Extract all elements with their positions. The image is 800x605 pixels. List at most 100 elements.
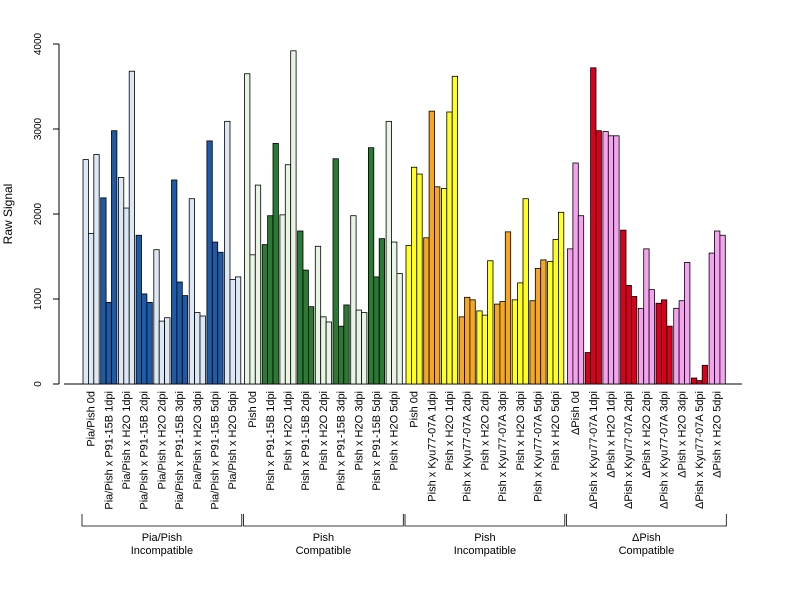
x-tick-label: ΔPish x Kyu77-07A 2dpi [623,391,635,509]
x-tick-label: Pish x P91-15B 3dpi [336,391,348,491]
bar [552,239,559,385]
bar [534,267,542,385]
bar [416,173,423,385]
bar [272,143,279,385]
bar [378,238,386,385]
x-tick-label: Pia/Pish x H2O 3dpi [192,391,204,489]
bar [440,188,448,385]
bar [199,315,206,385]
x-tick-label: Pish 0d [409,391,421,428]
x-tick-label: Pish 0d [247,391,259,428]
group-label-line2: Compatible [619,545,675,557]
bar [410,166,418,385]
bar [355,309,362,385]
x-tick-label: Pish x H2O 3dpi [515,391,527,470]
bar [673,307,680,385]
bar [254,184,262,385]
bar [396,273,403,385]
bar [625,284,632,385]
bar [648,289,655,385]
bar [314,245,322,385]
x-tick-label: Pia/Pish x P91-15B 3dpi [174,391,186,510]
bar [434,186,441,385]
bar [590,67,597,385]
bar [661,299,668,385]
bar [188,198,195,385]
bar [249,254,256,385]
bar [229,279,236,385]
bar [487,260,494,385]
x-tick-label: Pish x P91-15B 5dpi [371,391,383,491]
label-layer: Pia/Pish 0d Pia/Pish x P91-15B 1dpi Pia/Pi… [86,391,724,510]
bar [141,293,148,385]
bar [464,296,471,385]
x-tick-label: Pish x H2O 1dpi [283,391,295,470]
bar [343,304,350,385]
group-bracket [404,514,566,527]
bar [88,233,95,385]
bar [655,302,662,385]
x-tick-label: Pish x Kyu77-07A 3dpi [497,391,509,502]
bar [620,229,627,385]
group-bracket [243,514,404,527]
bar [217,251,224,385]
bar [637,307,645,385]
y-tick-label: 0 [33,381,44,387]
bar [572,162,579,385]
bar [584,352,592,385]
x-tick-label: ΔPish x H2O 3dpi [676,391,688,478]
bar [361,312,368,385]
x-tick-label: Pia/Pish x H2O 1dpi [121,391,133,489]
bar [701,364,709,385]
group-label-line1: Pish [474,532,495,544]
x-tick-label: Pish x H2O 2dpi [318,391,330,470]
bar [504,231,512,385]
x-tick-label: ΔPish x Kyu77-07A 1dpi [588,391,600,509]
bar [206,140,213,385]
group-label-line2: Compatible [296,545,352,557]
bar [458,316,465,385]
bar [307,306,315,385]
bar [385,120,392,385]
bar [279,214,286,385]
bar [194,312,201,385]
bar [261,244,269,385]
bar [128,70,135,385]
group-label-line2: Incompatible [131,545,193,557]
x-tick-label: Pish x H2O 1dpi [444,391,456,470]
bar [367,147,375,385]
bar [234,276,242,385]
bar [244,73,251,385]
group-layer: Pia/PishIncompatiblePishCompatiblePishIn… [81,514,727,557]
bar [211,241,219,385]
bar [123,207,130,385]
bar [337,325,345,385]
bar [708,252,715,385]
x-tick-label: Pish x P91-15B 1dpi [265,391,277,491]
bar [428,110,435,385]
bar [540,259,547,385]
bar [350,215,357,385]
bar [224,120,231,385]
bar [547,261,554,385]
x-tick-label: Pish x Kyu77-07A 1dpi [426,391,438,502]
x-tick-label: Pia/Pish 0d [86,391,98,447]
bar [714,230,721,385]
bar [469,299,476,385]
bar [577,215,585,385]
bar [494,303,501,385]
bar [595,130,602,385]
x-tick-label: Pia/Pish x H2O 2dpi [156,391,168,489]
bar [325,321,332,385]
bar [100,197,107,385]
bar [558,211,565,385]
bar [153,249,160,385]
bar [181,295,189,385]
x-tick-label: ΔPish x H2O 1dpi [606,391,618,478]
bar [176,281,183,385]
bar [284,164,292,385]
bar [607,135,615,385]
x-tick-label: Pish x H2O 5dpi [389,391,401,470]
